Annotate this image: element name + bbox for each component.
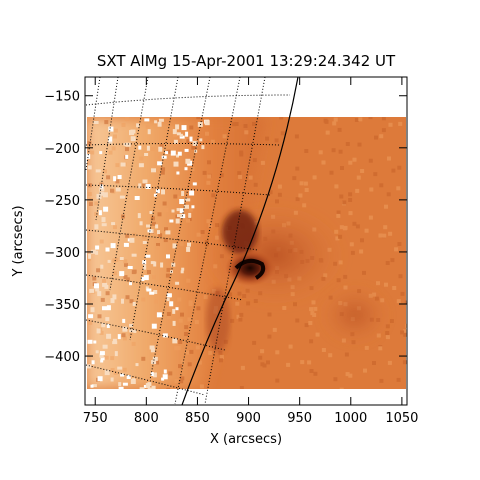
active-region-core [225, 250, 275, 286]
y-tick-label: −350 [44, 298, 80, 313]
x-tick-label: 1000 [334, 411, 367, 426]
y-tick-label: −200 [44, 142, 80, 157]
solar-limb [181, 77, 299, 405]
chart-title: SXT AlMg 15-Apr-2001 13:29:24.342 UT [97, 52, 396, 70]
y-tick-label: −150 [44, 90, 80, 105]
no-data-bottom [85, 389, 407, 405]
y-tick-label: −250 [44, 194, 80, 209]
plot-frame [84, 76, 408, 406]
x-tick-label: 800 [134, 411, 159, 426]
y-axis: −150 −200 −250 −300 −350 −400 [44, 90, 407, 365]
x-tick-label: 1050 [385, 411, 418, 426]
x-axis: 750 800 850 900 950 1000 1050 [83, 77, 418, 426]
y-tick-label: −300 [44, 246, 80, 261]
x-tick-label: 750 [83, 411, 108, 426]
x-axis-label: X (arcsecs) [210, 432, 282, 447]
no-data-top [85, 77, 407, 117]
y-tick-label: −400 [44, 350, 80, 365]
sxt-image [85, 77, 407, 405]
heliographic-grid [85, 77, 291, 405]
x-tick-label: 850 [185, 411, 210, 426]
saturated-pixels [86, 118, 210, 392]
bright-loop [234, 258, 266, 280]
x-tick-label: 900 [236, 411, 261, 426]
y-axis-label: Y (arcsecs) [11, 205, 26, 277]
x-tick-label: 950 [287, 411, 312, 426]
